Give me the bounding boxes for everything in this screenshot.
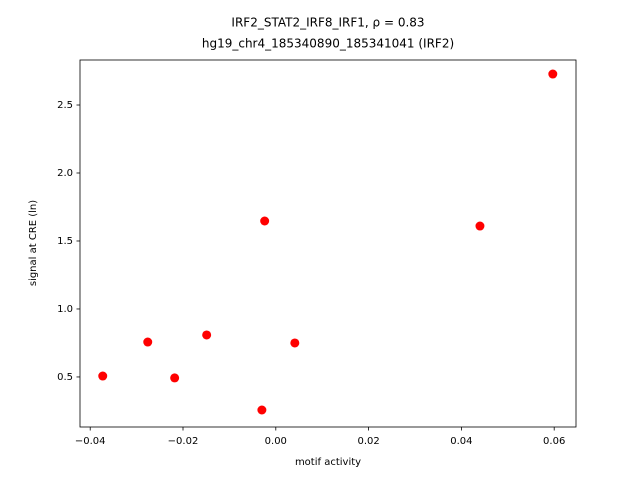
y-tick-label: 1.0 bbox=[57, 304, 73, 315]
chart-title: IRF2_STAT2_IRF8_IRF1, ρ = 0.83 bbox=[231, 16, 424, 30]
point bbox=[260, 216, 270, 226]
plot-frame bbox=[79, 59, 577, 428]
x-axis-label: motif activity bbox=[295, 457, 361, 468]
point bbox=[202, 330, 212, 340]
x-tick-label: 0.02 bbox=[357, 436, 379, 447]
chart-subtitle: hg19_chr4_185340890_185341041 (IRF2) bbox=[202, 37, 454, 51]
point bbox=[548, 69, 558, 79]
point bbox=[143, 337, 153, 347]
x-tick-label: −0.02 bbox=[168, 436, 199, 447]
y-tick-label: 2.5 bbox=[57, 100, 73, 111]
point bbox=[475, 221, 485, 231]
x-tick-label: 0.06 bbox=[543, 436, 565, 447]
y-tick-label: 2.0 bbox=[57, 168, 73, 179]
y-tick-label: 1.5 bbox=[57, 236, 73, 247]
point bbox=[170, 373, 180, 383]
y-tick-label: 0.5 bbox=[57, 372, 73, 383]
x-tick-label: −0.04 bbox=[75, 436, 106, 447]
x-tick-label: 0.04 bbox=[450, 436, 472, 447]
x-tick-label: 0.00 bbox=[265, 436, 287, 447]
point bbox=[98, 371, 108, 381]
point bbox=[290, 338, 300, 348]
point bbox=[257, 405, 267, 415]
y-axis-label: signal at CRE (ln) bbox=[28, 200, 39, 286]
